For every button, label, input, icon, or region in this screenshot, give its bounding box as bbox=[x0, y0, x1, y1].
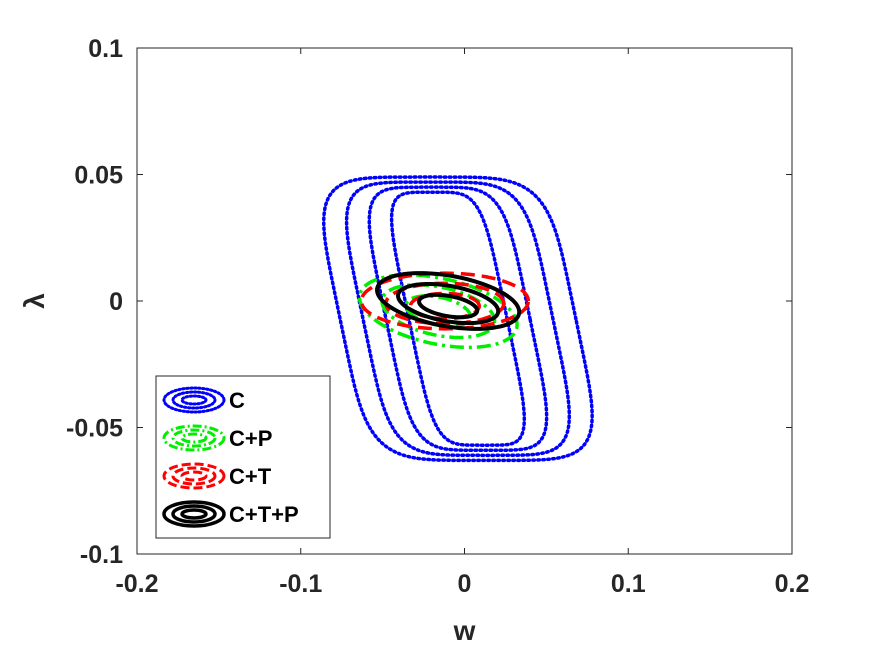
legend-label-C+P: C+P bbox=[229, 426, 272, 451]
legend-label-C+T: C+T bbox=[229, 464, 272, 489]
x-tick-label: 0.2 bbox=[775, 570, 810, 598]
series-C bbox=[322, 175, 594, 463]
legend-item-C+P: C+P bbox=[162, 424, 272, 452]
y-tick-label: 0 bbox=[109, 288, 123, 316]
legend-swatch-C+T+P bbox=[162, 500, 226, 528]
legend-label-C+T+P: C+T+P bbox=[229, 502, 299, 527]
contour-C+P-1 bbox=[357, 273, 519, 350]
contour-C-2 bbox=[344, 180, 572, 458]
x-tick-label: -0.2 bbox=[115, 570, 158, 598]
legend-swatch-C+T+P bbox=[180, 508, 208, 520]
contour-C+T+P-1 bbox=[375, 271, 522, 331]
legend-swatch-C+P bbox=[162, 424, 226, 452]
legend-item-C+T: C+T bbox=[162, 462, 272, 490]
y-tick-label: 0.05 bbox=[74, 162, 123, 190]
legend-swatch-C bbox=[162, 386, 226, 414]
contour-C+T-1 bbox=[359, 271, 531, 331]
contour-C+P-3 bbox=[404, 294, 473, 329]
x-tick-label: 0 bbox=[458, 570, 472, 598]
y-tick-label: -0.05 bbox=[66, 415, 123, 443]
legend-swatch-C bbox=[180, 394, 208, 406]
x-axis-label: w bbox=[453, 615, 476, 646]
legend-item-C: C bbox=[162, 386, 245, 414]
y-axis-label: λ bbox=[19, 293, 50, 309]
legend: C C+P C+T C+T+P bbox=[155, 375, 331, 539]
legend-swatch-C bbox=[171, 390, 217, 410]
y-tick-label: 0.1 bbox=[88, 35, 123, 63]
legend-swatch-C+P bbox=[180, 432, 208, 444]
contour-C-4 bbox=[389, 190, 527, 447]
contour-C-3 bbox=[367, 185, 549, 453]
legend-swatch-C+T bbox=[180, 470, 208, 482]
legend-label-C: C bbox=[229, 388, 245, 413]
contour-C-1 bbox=[322, 175, 594, 463]
contour-C+T+P-3 bbox=[417, 292, 480, 320]
legend-swatch-C+P bbox=[171, 428, 217, 448]
legend-item-C+T+P: C+T+P bbox=[162, 500, 299, 528]
legend-swatch-C+T+P bbox=[171, 504, 217, 524]
legend-swatch-C+T bbox=[171, 466, 217, 486]
x-tick-label: -0.1 bbox=[279, 570, 322, 598]
series-C+T+P bbox=[375, 271, 522, 331]
y-tick-label: -0.1 bbox=[80, 541, 123, 569]
contour-C+T+P-2 bbox=[396, 281, 501, 326]
legend-swatch-C+T bbox=[162, 462, 226, 490]
x-tick-label: 0.1 bbox=[611, 570, 646, 598]
